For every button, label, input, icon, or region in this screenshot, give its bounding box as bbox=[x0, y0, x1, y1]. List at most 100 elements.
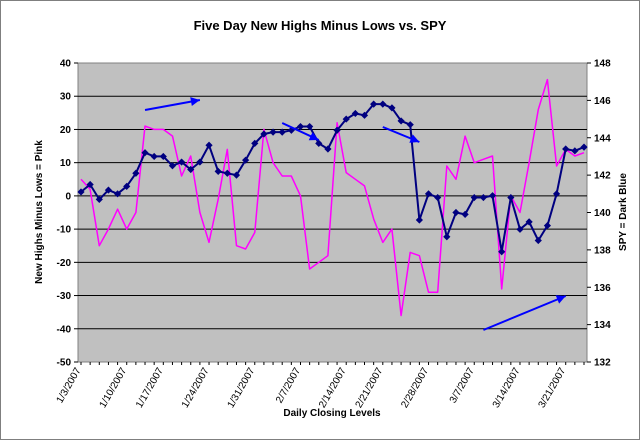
spy-marker bbox=[333, 126, 341, 134]
spy-marker bbox=[406, 121, 414, 129]
x-tick-label: 1/17/2007 bbox=[134, 366, 166, 410]
x-tick-label: 2/7/2007 bbox=[274, 366, 303, 406]
left-y-axis-title: New Highs Minus Lows = Pink bbox=[34, 140, 45, 284]
right-tick-label: 132 bbox=[594, 358, 611, 369]
arrow-shaft bbox=[144, 99, 201, 111]
spy-marker bbox=[168, 162, 177, 170]
spy-marker bbox=[552, 190, 561, 198]
spy-marker bbox=[370, 100, 378, 108]
x-tick-label: 1/3/2007 bbox=[55, 366, 84, 406]
spy-marker bbox=[132, 169, 140, 177]
spy-marker bbox=[141, 149, 149, 157]
spy-marker bbox=[443, 233, 451, 241]
spy-marker bbox=[452, 208, 460, 217]
right-tick-label: 148 bbox=[594, 59, 611, 70]
arrow-head bbox=[555, 295, 566, 304]
spy-marker bbox=[104, 186, 113, 194]
arrow-shaft bbox=[483, 295, 567, 331]
left-tick-label: 30 bbox=[60, 92, 72, 103]
left-tick-label: -30 bbox=[57, 291, 72, 302]
spy-marker bbox=[242, 156, 250, 164]
spy-marker bbox=[507, 193, 515, 202]
spy-marker bbox=[260, 130, 268, 138]
x-tick-label: 2/14/2007 bbox=[317, 366, 349, 410]
spy-marker bbox=[461, 210, 469, 218]
left-tick-label: 20 bbox=[60, 125, 72, 136]
spy-marker bbox=[178, 158, 186, 166]
spy-marker bbox=[488, 192, 497, 200]
spy-marker bbox=[479, 193, 487, 202]
left-tick-label: 10 bbox=[60, 158, 72, 169]
spy-marker bbox=[571, 147, 579, 155]
spy-marker bbox=[415, 216, 423, 224]
spy-marker bbox=[86, 180, 94, 189]
spy-marker bbox=[498, 248, 506, 256]
spy-marker bbox=[251, 139, 259, 147]
spy-marker bbox=[187, 165, 195, 174]
x-tick-label: 1/31/2007 bbox=[226, 366, 258, 410]
left-tick-label: 40 bbox=[60, 59, 72, 70]
spy-marker bbox=[296, 122, 305, 131]
spy-marker bbox=[232, 171, 241, 179]
x-tick-label: 1/10/2007 bbox=[98, 366, 130, 410]
spy-marker bbox=[196, 158, 204, 166]
spy-marker bbox=[214, 167, 222, 175]
spy-marker bbox=[434, 193, 442, 202]
x-tick-label: 3/7/2007 bbox=[448, 366, 477, 406]
right-y-axis: 148 146 144 142 140 138 136 134 132 bbox=[587, 59, 611, 369]
spy-marker bbox=[306, 122, 314, 131]
right-tick-label: 146 bbox=[594, 96, 611, 107]
spy-marker bbox=[315, 139, 323, 147]
spy-marker bbox=[388, 104, 396, 112]
spy-marker bbox=[123, 182, 131, 190]
spy-marker bbox=[424, 190, 433, 198]
x-tick-label: 1/24/2007 bbox=[180, 366, 212, 410]
x-axis-title: Daily Closing Levels bbox=[283, 408, 381, 419]
spy-marker bbox=[525, 218, 533, 226]
arrow-head bbox=[409, 134, 420, 143]
spy-marker bbox=[562, 145, 570, 153]
spy-marker bbox=[580, 143, 588, 151]
plot-area bbox=[77, 62, 588, 363]
annotation-arrows bbox=[144, 97, 567, 331]
x-tick-label: 2/21/2007 bbox=[354, 366, 386, 410]
spy-marker bbox=[379, 100, 387, 108]
right-tick-label: 144 bbox=[594, 133, 611, 144]
spy-marker bbox=[95, 195, 103, 204]
right-tick-label: 140 bbox=[594, 208, 611, 219]
right-tick-label: 138 bbox=[594, 245, 611, 256]
spy-marker bbox=[351, 109, 359, 118]
right-tick-label: 142 bbox=[594, 171, 611, 182]
spy-marker bbox=[534, 236, 542, 245]
spy-marker bbox=[342, 115, 350, 123]
spy-marker bbox=[205, 141, 213, 149]
highs-minus-lows-line bbox=[80, 78, 585, 317]
left-y-axis: 40 30 20 10 0 -10 -20 -30 -40 -50 bbox=[57, 59, 78, 369]
spy-marker bbox=[278, 128, 286, 136]
x-tick-label: 2/28/2007 bbox=[399, 366, 431, 410]
x-tick-label: 3/14/2007 bbox=[491, 366, 523, 410]
spy-marker bbox=[113, 190, 122, 198]
spy-marker bbox=[516, 225, 524, 233]
spy-marker bbox=[150, 152, 158, 161]
right-tick-label: 134 bbox=[594, 320, 611, 331]
spy-marker bbox=[360, 111, 369, 119]
right-tick-label: 136 bbox=[594, 283, 611, 294]
spy-marker bbox=[397, 117, 405, 125]
left-tick-label: -10 bbox=[57, 225, 72, 236]
left-tick-label: -40 bbox=[57, 324, 72, 335]
spy-marker bbox=[543, 221, 552, 230]
series-layer bbox=[77, 78, 588, 317]
left-tick-label: -50 bbox=[57, 358, 72, 369]
spy-marker bbox=[324, 145, 332, 153]
x-axis: 1/3/2007 1/10/2007 1/17/2007 1/24/2007 1/31/… bbox=[55, 362, 585, 410]
spy-marker bbox=[470, 193, 478, 202]
spy-marker bbox=[223, 169, 231, 177]
left-tick-label: -20 bbox=[57, 258, 72, 269]
arrow-head bbox=[190, 97, 200, 107]
x-tick-label: 3/21/2007 bbox=[537, 366, 569, 410]
spy-marker bbox=[269, 128, 277, 136]
spy-marker bbox=[159, 152, 167, 161]
chart-title: Five Day New Highs Minus Lows vs. SPY bbox=[194, 18, 447, 33]
